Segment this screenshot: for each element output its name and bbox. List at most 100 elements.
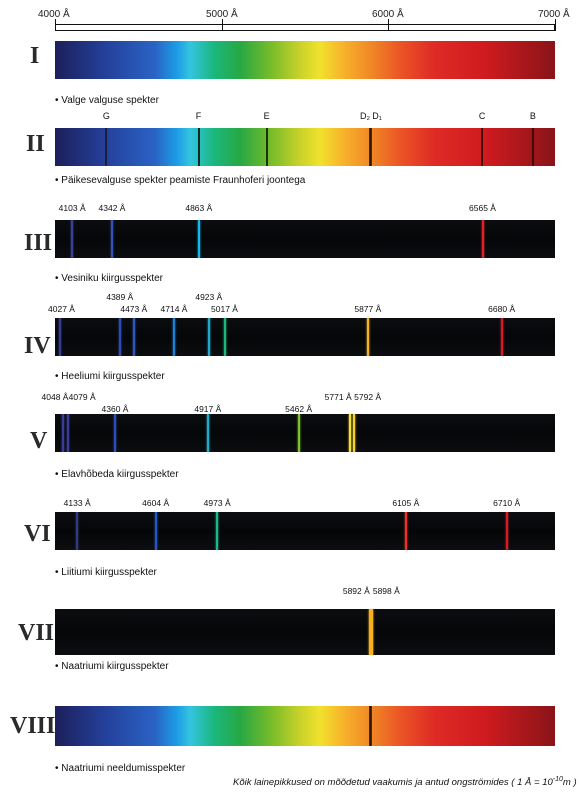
panel-caption: • Naatriumi neeldumisspekter [55, 763, 186, 774]
spectrum-band [55, 220, 555, 258]
line-label: 4604 Å [142, 498, 170, 508]
panel-numeral: II [26, 131, 45, 157]
line-label: 4863 Å [185, 203, 213, 213]
panel-caption: • Päikesevalguse spekter peamiste Fraunh… [55, 175, 306, 186]
line-label: 6565 Å [469, 203, 496, 213]
panel-numeral: VIII [10, 713, 56, 739]
panel-caption: • Heeliumi kiirgusspekter [55, 371, 165, 382]
line-label: 5017 Å [211, 304, 238, 314]
spectral-line [111, 220, 113, 258]
spectral-line [216, 512, 219, 550]
panel-labels: G F E D₂ D₁ C B [0, 111, 579, 125]
line-label: 4923 Å [195, 292, 223, 302]
line-label: E [263, 111, 270, 121]
line-label: D₂ [360, 111, 370, 121]
spectral-line [505, 512, 508, 550]
spectral-line [369, 609, 373, 655]
panel-numeral: VI [24, 521, 51, 547]
panel-labels: 5892 Å 5898 Å [0, 586, 579, 608]
footnote: Kõik lainepikkused on mõõdetud vaakumis … [233, 776, 577, 788]
spectral-line [370, 706, 372, 746]
panel-labels: 4103 Å 4342 Å 4863 Å 6565 Å [0, 203, 579, 217]
spectrum-band [55, 128, 555, 166]
panel-caption: • Valge valguse spekter [55, 95, 159, 106]
spectral-line [531, 128, 534, 166]
scale-tick [55, 19, 56, 31]
line-label: F [195, 111, 202, 121]
spectral-line [173, 318, 175, 356]
spectral-line [297, 414, 300, 452]
panel-numeral: III [24, 230, 53, 256]
spectral-line [370, 128, 372, 166]
spectrum-band [55, 318, 555, 356]
panel-caption: • Elavhõbeda kiirgusspekter [55, 469, 179, 480]
scale-label-5000: 5000 Å [206, 9, 238, 20]
spectral-line [67, 414, 70, 452]
line-label: C [478, 111, 486, 121]
line-label: 5898 Å [372, 586, 400, 596]
spectral-line [265, 128, 268, 166]
spectral-line [366, 318, 369, 356]
line-label: 4973 Å [203, 498, 231, 508]
line-label: 6680 Å [488, 304, 516, 314]
line-label: 5892 Å [342, 586, 370, 596]
scale-label-4000: 4000 Å [38, 9, 70, 20]
spectral-line [105, 128, 108, 166]
scale-tick [555, 19, 556, 31]
spectral-line [481, 128, 484, 166]
panel-labels: 4027 Å 4389 Å 4473 Å 4714 Å 4923 Å 5017 Å 5877… [0, 292, 579, 322]
line-label: D₁ [372, 111, 382, 121]
line-label: 4342 Å [98, 203, 126, 213]
spectral-line [197, 128, 200, 166]
line-label: 5877 Å [354, 304, 382, 314]
scale-label-6000: 6000 Å [372, 9, 404, 20]
panel-labels: 4133 Å 4604 Å 4973 Å 6105 Å 6710 Å [0, 498, 579, 512]
spectral-line [223, 318, 226, 356]
footnote-unit: m ) [562, 777, 577, 789]
panel-caption: • Liitiumi kiirgusspekter [55, 567, 157, 578]
line-label: 4473 Å [120, 304, 148, 314]
line-label: 4714 Å [160, 304, 188, 314]
footnote-exponent: -10 [552, 776, 563, 783]
scale-label-7000: 7000 Å [538, 9, 570, 20]
panel-caption: • Vesiniku kiirgusspekter [55, 273, 163, 284]
spectrum-band [55, 512, 555, 550]
line-label: 4389 Å [106, 292, 134, 302]
spectral-line [76, 512, 79, 550]
line-label: 4027 Å [48, 304, 75, 314]
panel-numeral: V [30, 428, 48, 454]
spectrum-band [55, 706, 555, 746]
spectrum-band [55, 414, 555, 452]
panel-labels: 4048 Å 4079 Å 4360 Å 4917 Å 5462 Å 5771 Å 5792… [0, 392, 579, 414]
spectral-line [481, 220, 484, 258]
spectrum-band [55, 609, 555, 655]
spectral-line [154, 512, 157, 550]
line-label: 4048 Å [41, 392, 69, 402]
panel-numeral: VII [18, 620, 55, 646]
spectral-line [404, 512, 407, 550]
line-label: 6710 Å [493, 498, 521, 508]
spectral-line [206, 414, 209, 452]
panel-caption: • Naatriumi kiirgusspekter [55, 661, 169, 672]
spectral-line [197, 220, 200, 258]
line-label: G [102, 111, 110, 121]
line-label: 4103 Å [58, 203, 86, 213]
line-label: 4079 Å [68, 392, 96, 402]
panel-numeral: IV [24, 333, 51, 359]
line-label: 5462 Å [285, 404, 313, 414]
line-label: 4360 Å [101, 404, 129, 414]
spectral-line [114, 414, 116, 452]
scale-axis-bar [55, 19, 556, 31]
line-label: 4133 Å [63, 498, 91, 508]
spectrum-band [55, 41, 555, 79]
footnote-text: Kõik lainepikkused on mõõdetud vaakumis … [233, 777, 553, 789]
spectral-line [207, 318, 210, 356]
spectral-line [349, 414, 352, 452]
scale-tick [388, 19, 390, 31]
spectral-line [118, 318, 121, 356]
line-label: 5771 Å [324, 392, 352, 402]
spectral-line [71, 220, 74, 258]
panel-numeral: I [30, 43, 40, 69]
spectral-line [58, 318, 61, 356]
spectral-line [62, 414, 64, 452]
